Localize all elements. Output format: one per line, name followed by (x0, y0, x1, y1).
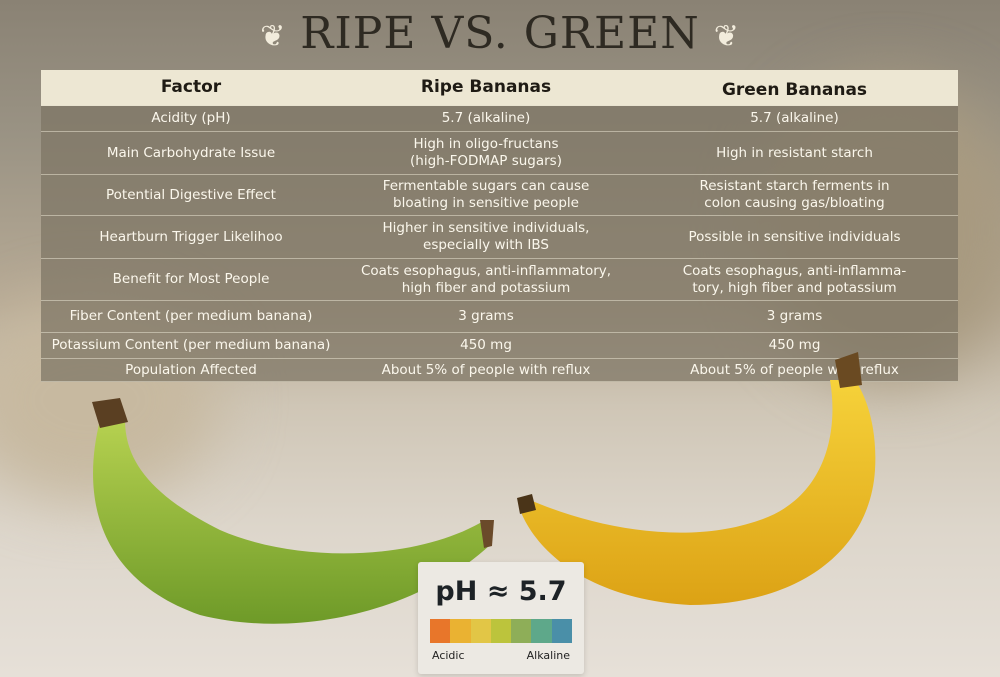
ph-scale-segment (490, 619, 512, 643)
green-cell: Coats esophagus, anti-inflamma- tory, hi… (682, 262, 907, 296)
table-header: Factor Ripe Bananas Green Bananas (41, 70, 958, 106)
hummingbird-icon: ❦ (713, 19, 740, 54)
factor-cell: Population Affected (125, 361, 257, 378)
ph-value: pH ≈ 5.7 (435, 576, 567, 607)
factor-cell: Main Carbohydrate Issue (106, 144, 276, 161)
ph-scale-segment (450, 619, 471, 643)
ripe-cell: About 5% of people with reflux (381, 361, 591, 378)
ph-card: pH ≈ 5.7 Acidic Alkaline (418, 562, 584, 674)
acidic-label: Acidic (432, 649, 465, 662)
header-ripe: Ripe Bananas (420, 77, 552, 97)
factor-cell: Benefit for Most People (112, 271, 270, 287)
table-row: Main Carbohydrate Issue High in oligo-fru… (41, 132, 958, 175)
green-cell: High in resistant starch (716, 144, 873, 161)
page-title: ❦ RIPE VS. GREEN ❦ (0, 8, 1000, 59)
table-row: Potential Digestive Effect Fermentable su… (41, 175, 958, 216)
hummingbird-icon: ❦ (260, 19, 287, 54)
green-cell: 3 grams (766, 308, 823, 324)
ph-color-scale (430, 619, 572, 643)
green-cell: Resistant starch ferments in colon causi… (699, 178, 890, 211)
ripe-cell: 5.7 (alkaline) (441, 110, 531, 126)
table-row: Potassium Content (per medium banana) 450… (41, 333, 958, 359)
ripe-cell: 450 mg (460, 337, 512, 353)
factor-cell: Potassium Content (per medium banana) (51, 337, 331, 353)
ph-scale-segment (430, 619, 451, 643)
header-factor: Factor (160, 77, 222, 97)
table-row: Acidity (pH) 5.7 (alkaline) 5.7 (alkaline) (41, 106, 958, 132)
green-cell: 450 mg (768, 337, 821, 353)
table-row: Heartburn Trigger Likelihoo Higher in sen… (41, 216, 958, 259)
table-row: Fiber Content (per medium banana) 3 grams… (41, 301, 958, 333)
comparison-table: Factor Ripe Bananas Green Bananas Acidit… (41, 70, 958, 382)
ph-scale-segment (511, 619, 532, 643)
factor-cell: Fiber Content (per medium banana) (69, 308, 313, 324)
ripe-cell: Higher in sensitive individuals, especia… (382, 220, 590, 253)
factor-cell: Potential Digestive Effect (106, 186, 276, 203)
green-cell: Possible in sensitive individuals (688, 228, 901, 245)
ripe-cell: 3 grams (458, 308, 514, 324)
factor-cell: Heartburn Trigger Likelihoo (99, 228, 283, 245)
yellow-banana (517, 352, 876, 605)
ripe-cell: High in oligo-fructans (high-FODMAP suga… (410, 136, 562, 169)
ph-scale-segment (551, 619, 572, 643)
ripe-cell: Coats esophagus, anti-inflammatory, high… (360, 262, 612, 296)
factor-cell: Acidity (pH) (151, 110, 231, 126)
title-text: RIPE VS. GREEN (300, 8, 700, 59)
green-cell: 5.7 (alkaline) (750, 110, 839, 126)
alkaline-label: Alkaline (526, 649, 570, 662)
table-row: Benefit for Most People Coats esophagus, … (41, 259, 958, 301)
green-banana (92, 398, 494, 624)
table-row: Population Affected About 5% of people wi… (41, 359, 958, 382)
ph-scale-segment (470, 619, 491, 643)
ph-scale-segment (531, 619, 552, 643)
ripe-cell: Fermentable sugars can cause bloating in… (382, 178, 590, 211)
header-green: Green Bananas (721, 80, 868, 100)
